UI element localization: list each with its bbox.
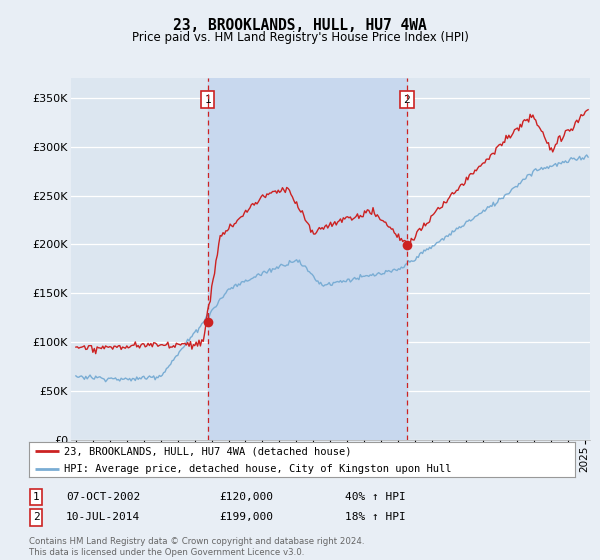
Text: Price paid vs. HM Land Registry's House Price Index (HPI): Price paid vs. HM Land Registry's House … — [131, 31, 469, 44]
Text: Contains HM Land Registry data © Crown copyright and database right 2024.
This d: Contains HM Land Registry data © Crown c… — [29, 537, 364, 557]
Text: 07-OCT-2002: 07-OCT-2002 — [66, 492, 140, 502]
Text: HPI: Average price, detached house, City of Kingston upon Hull: HPI: Average price, detached house, City… — [64, 464, 452, 474]
Text: 23, BROOKLANDS, HULL, HU7 4WA (detached house): 23, BROOKLANDS, HULL, HU7 4WA (detached … — [64, 446, 352, 456]
Text: 18% ↑ HPI: 18% ↑ HPI — [345, 512, 406, 522]
Text: 1: 1 — [204, 95, 211, 105]
Text: £120,000: £120,000 — [219, 492, 273, 502]
Bar — [208, 78, 407, 440]
Text: 2: 2 — [32, 512, 40, 522]
Text: 2: 2 — [404, 95, 410, 105]
Text: 10-JUL-2014: 10-JUL-2014 — [66, 512, 140, 522]
Text: 1: 1 — [32, 492, 40, 502]
Text: £199,000: £199,000 — [219, 512, 273, 522]
Text: 40% ↑ HPI: 40% ↑ HPI — [345, 492, 406, 502]
Text: 23, BROOKLANDS, HULL, HU7 4WA: 23, BROOKLANDS, HULL, HU7 4WA — [173, 18, 427, 33]
